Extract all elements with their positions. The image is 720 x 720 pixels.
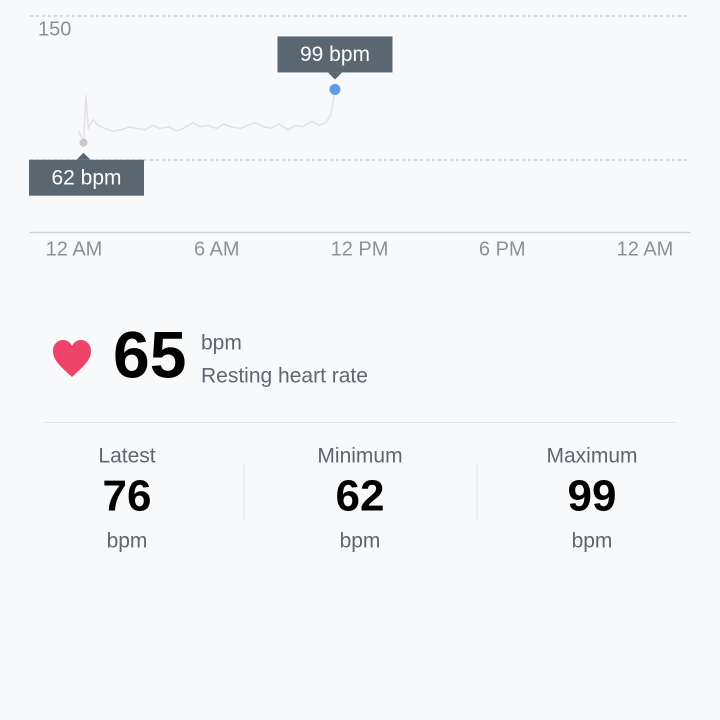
chart: 150 12 AM 6 AM 12 PM 6 PM 12 AM 99 bpm 62 bpm	[29, 15, 690, 260]
callout-box	[29, 159, 144, 196]
callout-pointer	[327, 72, 342, 80]
callout-box	[277, 36, 393, 73]
stat-label: Maximum	[546, 445, 637, 468]
x-tick-label: 6 PM	[479, 238, 526, 260]
x-tick-label: 12 AM	[617, 238, 674, 260]
x-tick-label: 12 PM	[331, 238, 389, 260]
resting-value: 65	[113, 317, 186, 391]
heart-icon	[53, 340, 91, 377]
callout-pointer	[76, 152, 91, 160]
stat-label: Minimum	[317, 445, 402, 468]
heart-rate-line	[78, 89, 336, 144]
resting-label: Resting heart rate	[201, 365, 368, 388]
callout-label: 99 bpm	[300, 43, 370, 66]
x-tick-label: 6 AM	[194, 238, 240, 260]
stat-value: 62	[336, 472, 385, 521]
stat-value: 99	[568, 472, 617, 521]
stat-value: 76	[103, 472, 152, 521]
callout-point	[329, 83, 341, 95]
callout-point	[79, 138, 88, 147]
callout-label: 62 bpm	[51, 166, 121, 189]
x-tick-label: 12 AM	[46, 238, 103, 260]
stat-unit: bpm	[340, 530, 381, 553]
stat-unit: bpm	[107, 530, 148, 553]
stats: Latest 76 bpm Minimum 62 bpm Maximum 99 bpm	[98, 445, 637, 553]
resting-unit: bpm	[201, 332, 242, 355]
y-tick-label: 150	[38, 18, 71, 40]
stat-label: Latest	[98, 445, 155, 468]
stat-unit: bpm	[572, 530, 613, 553]
